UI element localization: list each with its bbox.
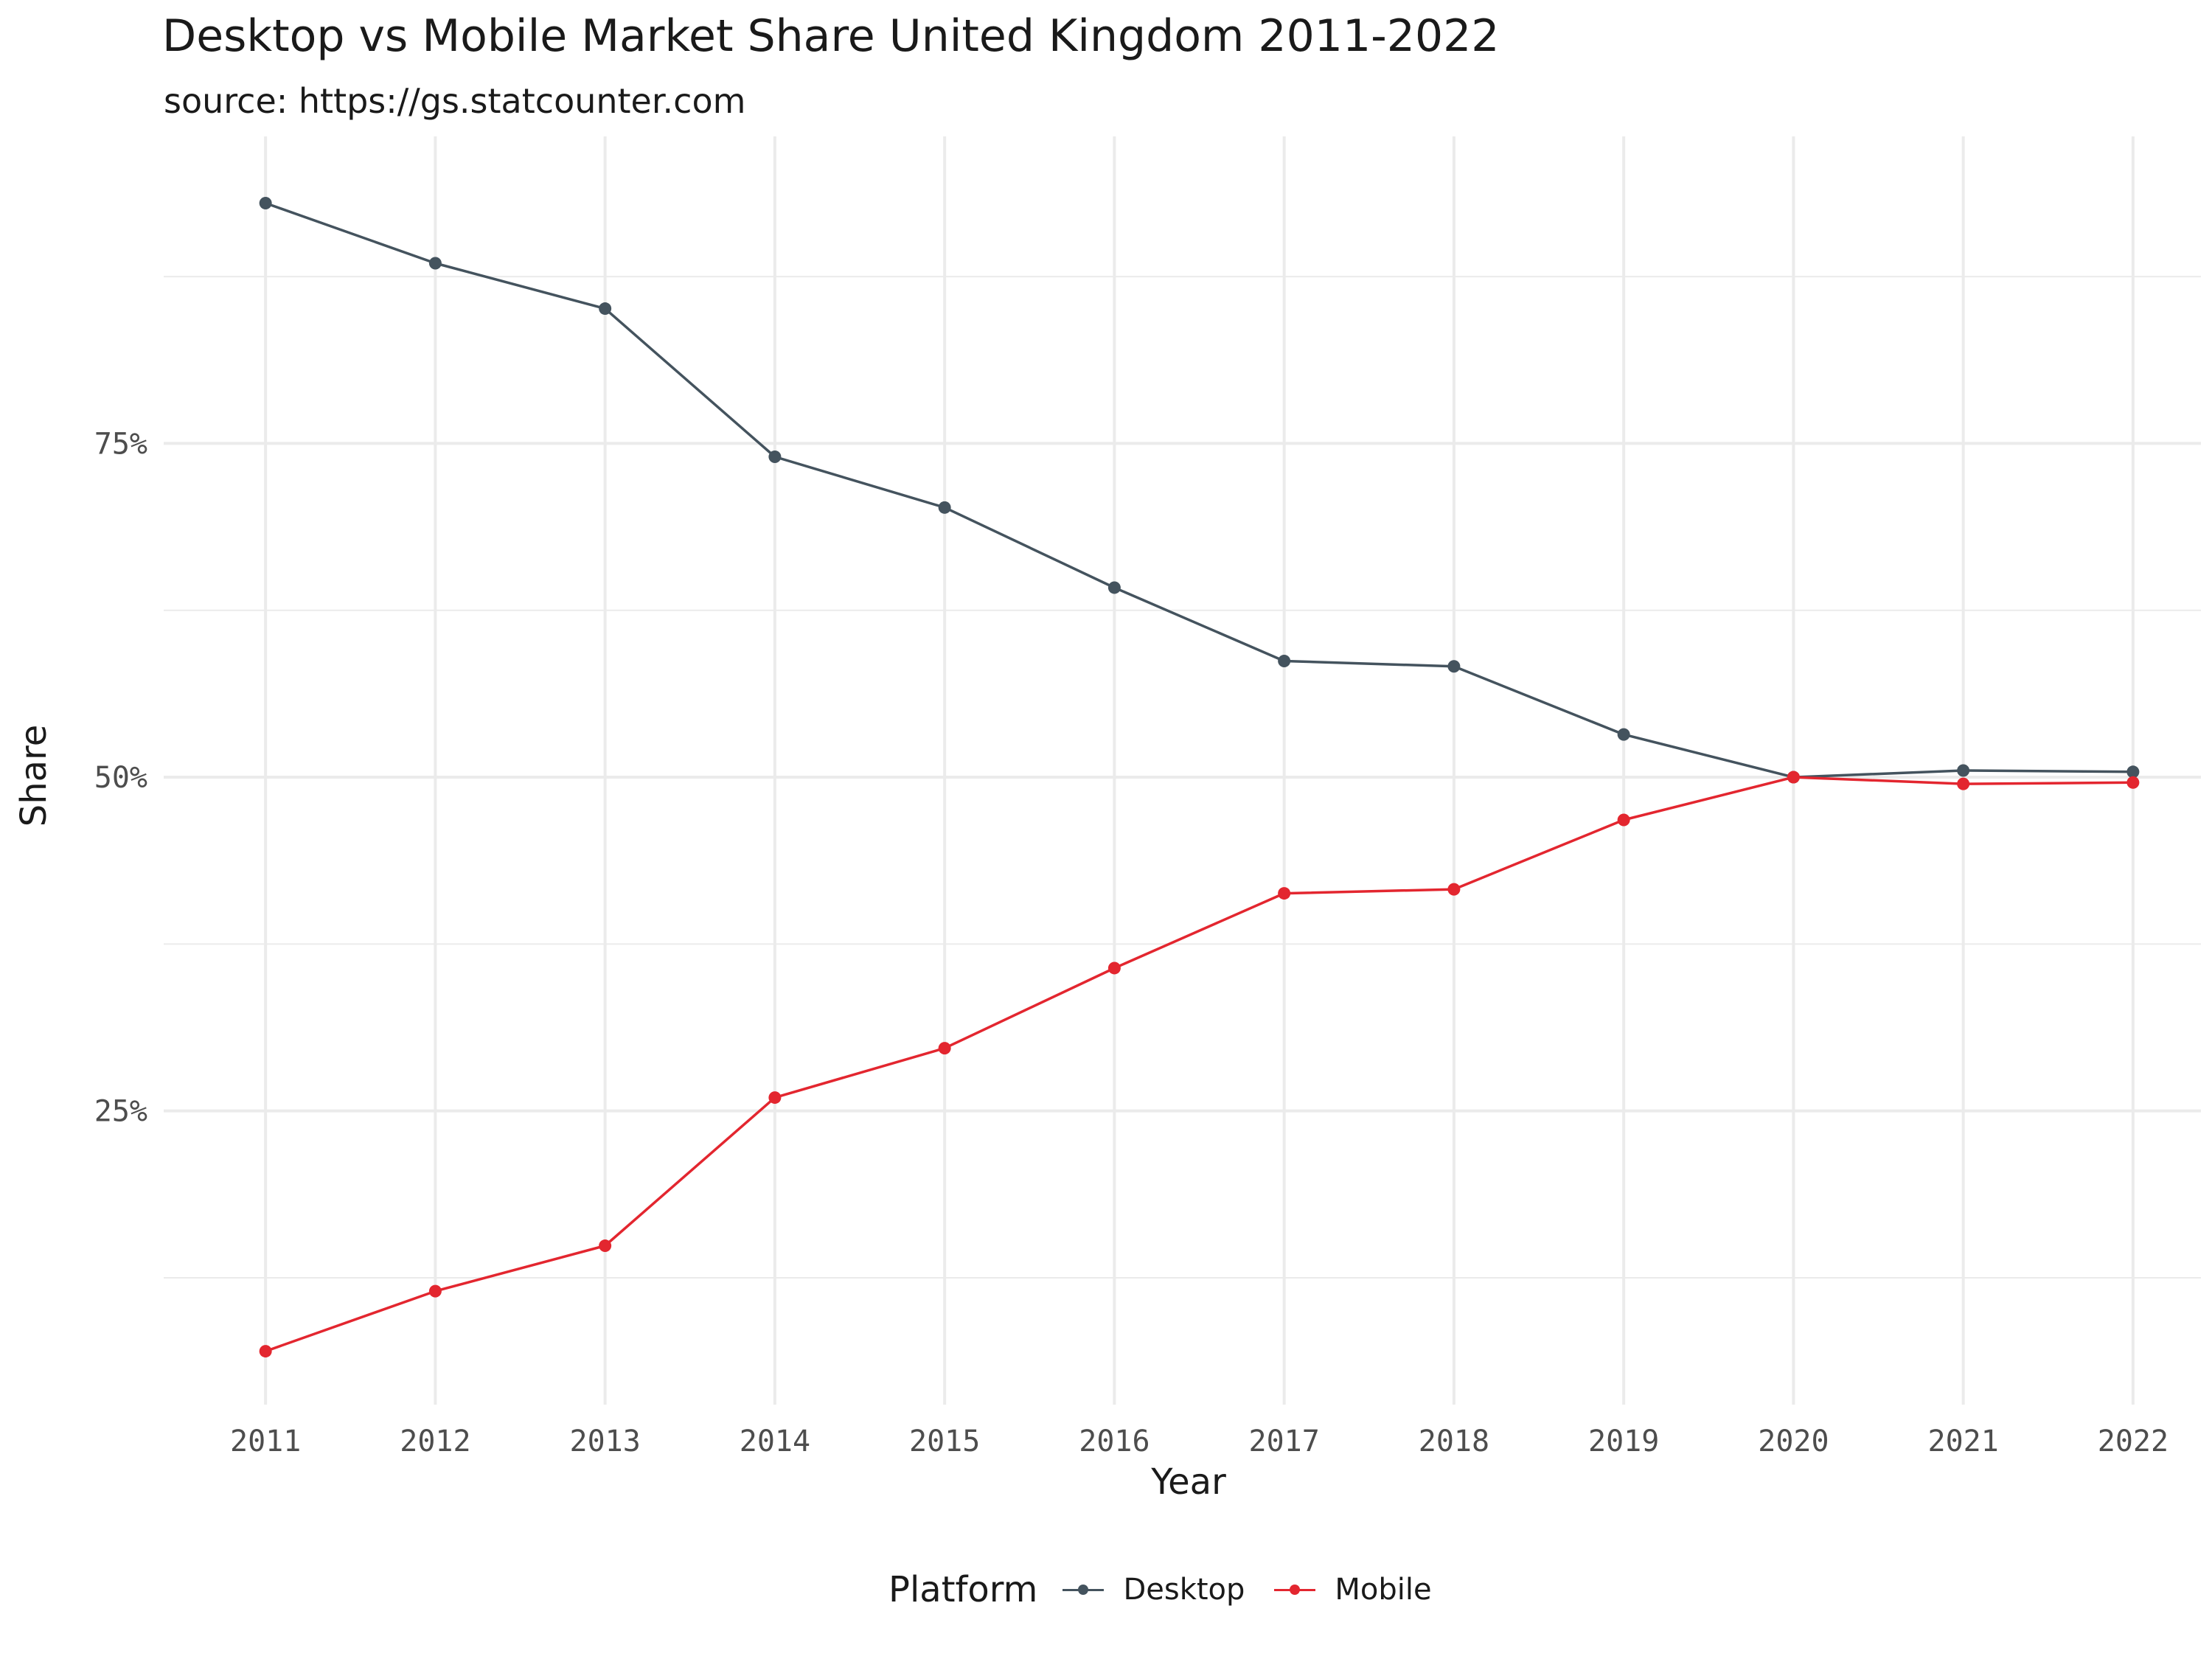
series-layer — [259, 197, 2140, 1358]
x-axis-title: Year — [1150, 1461, 1226, 1503]
chart-title: Desktop vs Mobile Market Share United Ki… — [162, 10, 1500, 62]
x-tick-label: 2016 — [1079, 1425, 1150, 1458]
x-tick-label: 2012 — [400, 1425, 470, 1458]
legend-item-desktop: Desktop — [1060, 1573, 1245, 1607]
data-point-desktop — [1447, 660, 1461, 673]
data-point-desktop — [599, 302, 612, 316]
y-axis-ticks: 25% 50% 75% — [94, 427, 147, 1128]
legend-key-mobile — [1271, 1575, 1318, 1604]
series-line-desktop — [265, 201, 2133, 779]
data-point-mobile — [938, 1042, 951, 1055]
data-point-mobile — [768, 1091, 782, 1105]
x-tick-label: 2019 — [1588, 1425, 1659, 1458]
data-point-desktop — [2126, 765, 2140, 779]
x-tick-label: 2022 — [2098, 1425, 2168, 1458]
data-point-mobile — [2126, 776, 2140, 789]
data-point-desktop — [1278, 655, 1291, 668]
data-point-desktop — [259, 197, 272, 210]
legend-item-mobile: Mobile — [1271, 1573, 1432, 1607]
data-point-mobile — [1957, 777, 1970, 790]
data-point-mobile — [599, 1239, 612, 1253]
data-point-desktop — [428, 257, 442, 270]
x-tick-label: 2018 — [1419, 1425, 1489, 1458]
x-tick-label: 2015 — [909, 1425, 980, 1458]
legend-key-desktop — [1060, 1575, 1107, 1604]
data-point-mobile — [259, 1345, 272, 1358]
grid-major — [164, 136, 2201, 1405]
y-axis-title: Share — [13, 725, 55, 827]
x-axis-ticks: 2011 2012 2013 2014 2015 2016 2017 2018 2019 2020… — [230, 1425, 2168, 1458]
x-tick-label: 2013 — [569, 1425, 640, 1458]
data-point-desktop — [1617, 728, 1630, 741]
data-point-desktop — [1957, 764, 1970, 777]
x-tick-label: 2021 — [1927, 1425, 1998, 1458]
chart-subtitle: source: https://gs.statcounter.com — [164, 81, 746, 121]
y-tick-label: 25% — [94, 1095, 147, 1129]
data-point-mobile — [1617, 813, 1630, 827]
x-tick-label: 2020 — [1758, 1425, 1829, 1458]
y-tick-label: 75% — [94, 427, 147, 461]
data-point-desktop — [1107, 581, 1121, 594]
data-point-mobile — [1278, 887, 1291, 900]
data-point-mobile — [1787, 771, 1800, 784]
legend-label-mobile: Mobile — [1335, 1573, 1432, 1607]
data-point-mobile — [1107, 961, 1121, 975]
y-tick-label: 50% — [94, 761, 147, 795]
legend: Platform Desktop Mobile — [888, 1569, 1458, 1610]
data-point-mobile — [428, 1284, 442, 1298]
x-tick-label: 2017 — [1248, 1425, 1319, 1458]
data-point-desktop — [938, 501, 951, 514]
x-tick-label: 2011 — [230, 1425, 301, 1458]
legend-label-desktop: Desktop — [1123, 1573, 1245, 1607]
data-point-mobile — [1447, 883, 1461, 896]
series-line-mobile — [265, 776, 2133, 1353]
x-tick-label: 2014 — [740, 1425, 810, 1458]
legend-title: Platform — [888, 1569, 1038, 1610]
data-point-desktop — [768, 451, 782, 464]
grid-minor — [164, 276, 2201, 1279]
